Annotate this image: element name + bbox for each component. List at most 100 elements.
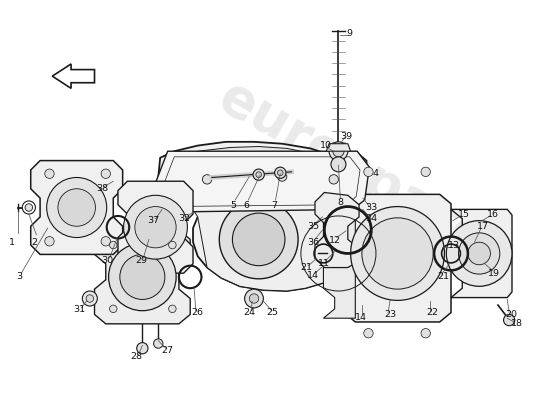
Circle shape bbox=[86, 295, 94, 302]
Polygon shape bbox=[323, 189, 355, 318]
Text: 15: 15 bbox=[458, 210, 470, 218]
Text: 24: 24 bbox=[243, 308, 255, 317]
Text: 11: 11 bbox=[317, 259, 329, 268]
Polygon shape bbox=[315, 192, 359, 268]
Circle shape bbox=[256, 172, 261, 178]
Text: 21: 21 bbox=[300, 263, 312, 272]
Text: 5: 5 bbox=[230, 201, 236, 210]
Text: 8: 8 bbox=[337, 198, 343, 207]
Polygon shape bbox=[118, 181, 193, 273]
Text: 18: 18 bbox=[511, 319, 522, 328]
Text: 19: 19 bbox=[488, 269, 500, 278]
Circle shape bbox=[233, 213, 285, 266]
Text: 29: 29 bbox=[135, 256, 147, 266]
Polygon shape bbox=[326, 144, 351, 151]
Circle shape bbox=[120, 254, 165, 300]
Text: 23: 23 bbox=[384, 310, 396, 319]
Text: 12: 12 bbox=[329, 236, 340, 245]
Circle shape bbox=[45, 169, 54, 178]
Circle shape bbox=[82, 291, 97, 306]
Text: 1985: 1985 bbox=[361, 202, 465, 282]
Circle shape bbox=[504, 314, 515, 326]
Circle shape bbox=[109, 241, 117, 249]
Text: 14: 14 bbox=[355, 313, 367, 322]
Text: 6: 6 bbox=[244, 201, 250, 210]
Text: 32: 32 bbox=[179, 214, 191, 223]
Text: eurospares: eurospares bbox=[210, 71, 524, 282]
Text: 31: 31 bbox=[74, 305, 86, 314]
Text: 36: 36 bbox=[307, 238, 319, 247]
Circle shape bbox=[45, 236, 54, 246]
Polygon shape bbox=[451, 209, 512, 298]
Text: 39: 39 bbox=[340, 132, 352, 141]
Text: 13: 13 bbox=[448, 240, 460, 250]
Circle shape bbox=[169, 305, 176, 312]
Text: 9: 9 bbox=[346, 28, 353, 38]
Circle shape bbox=[124, 195, 188, 259]
Polygon shape bbox=[158, 142, 353, 291]
Circle shape bbox=[101, 236, 111, 246]
Circle shape bbox=[362, 218, 433, 289]
Circle shape bbox=[249, 294, 258, 303]
Circle shape bbox=[219, 200, 298, 279]
Text: 35: 35 bbox=[307, 222, 319, 231]
Text: 1: 1 bbox=[9, 238, 15, 247]
Text: 26: 26 bbox=[192, 308, 204, 317]
Circle shape bbox=[277, 172, 287, 181]
Circle shape bbox=[329, 142, 348, 160]
Circle shape bbox=[421, 167, 431, 176]
Circle shape bbox=[212, 164, 221, 174]
Circle shape bbox=[22, 201, 35, 214]
Text: 28: 28 bbox=[131, 352, 143, 361]
Polygon shape bbox=[95, 230, 190, 324]
Circle shape bbox=[245, 289, 263, 308]
Circle shape bbox=[351, 206, 444, 300]
Text: 14: 14 bbox=[307, 270, 319, 280]
Polygon shape bbox=[344, 151, 451, 322]
Circle shape bbox=[421, 328, 431, 338]
Circle shape bbox=[25, 204, 32, 211]
Circle shape bbox=[459, 233, 500, 274]
Text: 7: 7 bbox=[272, 201, 278, 210]
Circle shape bbox=[331, 157, 346, 172]
Circle shape bbox=[468, 242, 491, 265]
Circle shape bbox=[446, 221, 512, 286]
Circle shape bbox=[329, 175, 338, 184]
Circle shape bbox=[169, 241, 176, 249]
Polygon shape bbox=[31, 160, 123, 254]
Circle shape bbox=[108, 243, 176, 311]
Text: 34: 34 bbox=[365, 214, 377, 223]
Circle shape bbox=[333, 146, 344, 157]
Circle shape bbox=[306, 164, 315, 173]
Text: 33: 33 bbox=[365, 203, 377, 212]
Circle shape bbox=[47, 178, 107, 238]
Polygon shape bbox=[149, 151, 370, 212]
Circle shape bbox=[277, 170, 283, 176]
Text: 21: 21 bbox=[437, 272, 449, 282]
Circle shape bbox=[263, 160, 273, 169]
Circle shape bbox=[137, 343, 148, 354]
Circle shape bbox=[274, 167, 286, 178]
Circle shape bbox=[364, 328, 373, 338]
Text: 22: 22 bbox=[426, 308, 438, 317]
Text: 27: 27 bbox=[162, 346, 174, 355]
Text: 10: 10 bbox=[320, 141, 332, 150]
Polygon shape bbox=[193, 182, 348, 291]
Polygon shape bbox=[52, 64, 95, 88]
Circle shape bbox=[364, 167, 373, 176]
Polygon shape bbox=[165, 146, 340, 194]
Text: 38: 38 bbox=[96, 184, 108, 193]
Text: 3: 3 bbox=[16, 272, 23, 282]
Text: 2: 2 bbox=[31, 238, 37, 247]
Circle shape bbox=[153, 339, 163, 348]
Text: 37: 37 bbox=[147, 216, 160, 225]
Circle shape bbox=[202, 175, 212, 184]
Text: 4: 4 bbox=[373, 169, 379, 178]
Text: 16: 16 bbox=[487, 210, 499, 218]
Text: 25: 25 bbox=[267, 308, 279, 317]
Circle shape bbox=[101, 169, 111, 178]
Circle shape bbox=[135, 206, 176, 248]
Text: 20: 20 bbox=[505, 310, 517, 319]
Circle shape bbox=[109, 305, 117, 312]
Text: 17: 17 bbox=[477, 222, 489, 231]
